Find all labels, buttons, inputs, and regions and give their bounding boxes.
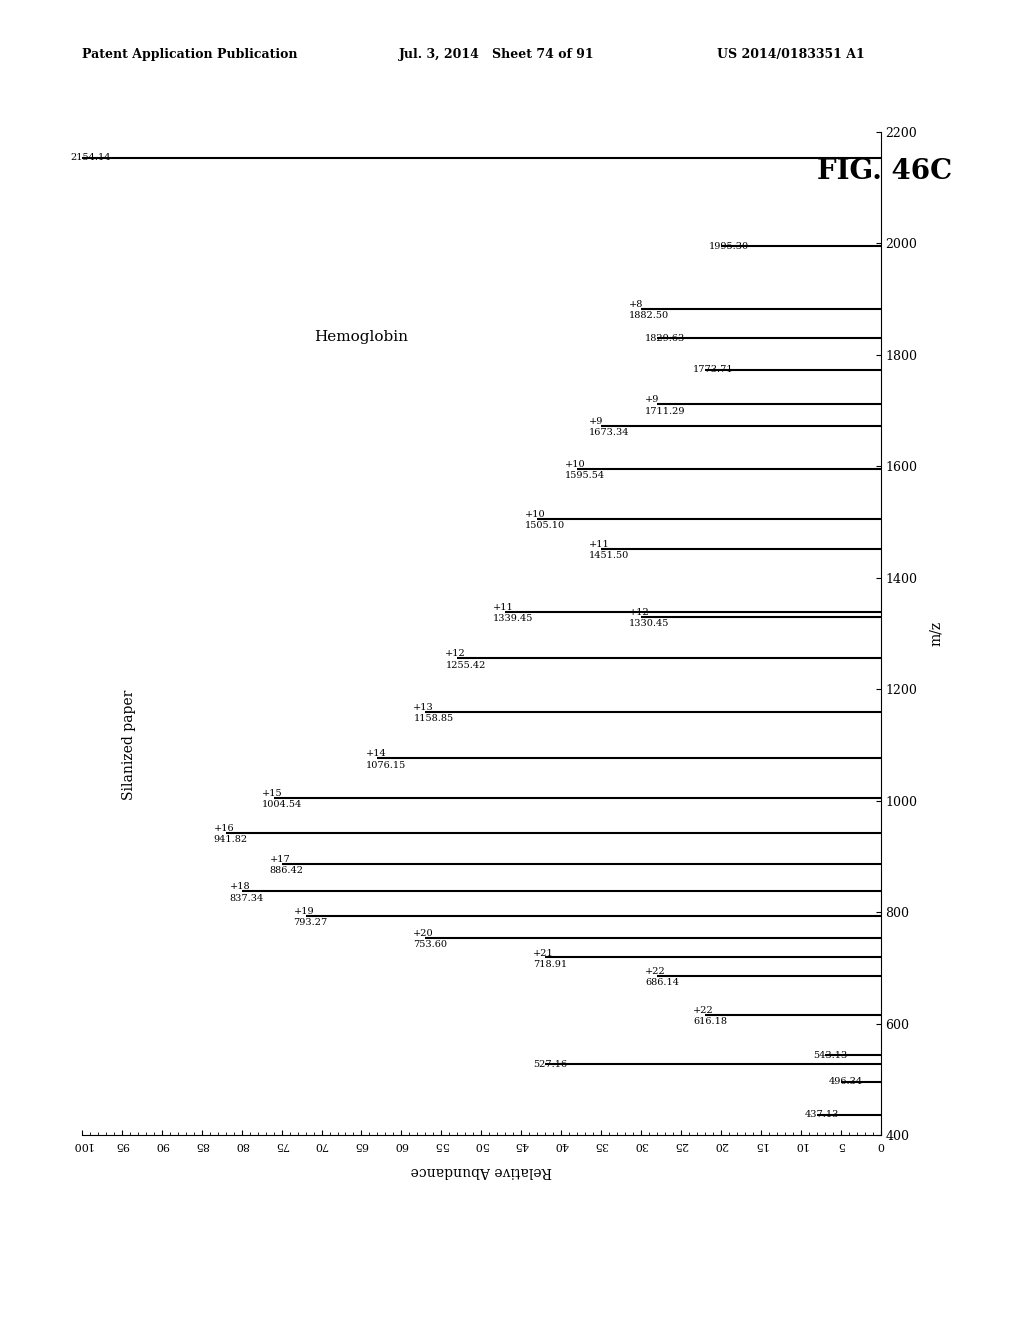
Text: 1076.15: 1076.15 [366, 760, 406, 770]
Text: 1829.63: 1829.63 [645, 334, 685, 343]
Text: 1995.30: 1995.30 [709, 242, 749, 251]
Text: +8: +8 [629, 300, 643, 309]
Text: 616.18: 616.18 [693, 1016, 727, 1026]
Text: +20: +20 [414, 929, 434, 939]
Text: 793.27: 793.27 [294, 919, 328, 927]
Text: 837.34: 837.34 [229, 894, 264, 903]
Text: 1339.45: 1339.45 [494, 614, 534, 623]
Text: US 2014/0183351 A1: US 2014/0183351 A1 [717, 48, 864, 61]
Text: 1595.54: 1595.54 [565, 471, 605, 480]
Text: Hemoglobin: Hemoglobin [314, 330, 409, 343]
Text: 1004.54: 1004.54 [261, 800, 302, 809]
Text: 1451.50: 1451.50 [589, 552, 630, 561]
Text: 753.60: 753.60 [414, 940, 447, 949]
Text: +18: +18 [229, 883, 250, 891]
Text: +10: +10 [525, 511, 546, 519]
Text: +19: +19 [294, 907, 314, 916]
Text: 1773.71: 1773.71 [693, 366, 733, 374]
Text: Patent Application Publication: Patent Application Publication [82, 48, 297, 61]
Text: +16: +16 [214, 824, 234, 833]
Text: Jul. 3, 2014   Sheet 74 of 91: Jul. 3, 2014 Sheet 74 of 91 [399, 48, 595, 61]
Text: 1882.50: 1882.50 [629, 312, 669, 321]
Text: +11: +11 [494, 603, 514, 611]
Text: 941.82: 941.82 [214, 836, 248, 845]
Text: 1673.34: 1673.34 [589, 428, 630, 437]
Text: +12: +12 [445, 649, 466, 659]
Text: 527.16: 527.16 [534, 1060, 567, 1069]
Y-axis label: m/z: m/z [929, 620, 943, 647]
Text: 686.14: 686.14 [645, 978, 679, 987]
Text: 2154.14: 2154.14 [70, 153, 111, 162]
Text: 1711.29: 1711.29 [645, 407, 685, 416]
Text: +11: +11 [589, 540, 610, 549]
Text: 886.42: 886.42 [269, 866, 304, 875]
Text: +12: +12 [629, 607, 650, 616]
Text: +9: +9 [645, 396, 659, 404]
Text: Silanized paper: Silanized paper [122, 690, 136, 800]
Text: 437.13: 437.13 [805, 1110, 839, 1119]
Text: 543.13: 543.13 [813, 1051, 847, 1060]
Text: +22: +22 [693, 1006, 714, 1015]
Text: +9: +9 [589, 417, 603, 425]
Text: 1330.45: 1330.45 [629, 619, 670, 628]
Text: +14: +14 [366, 750, 386, 759]
Text: +13: +13 [414, 704, 434, 713]
X-axis label: Relative Abundance: Relative Abundance [411, 1164, 552, 1177]
Text: +17: +17 [269, 855, 291, 865]
Text: 496.34: 496.34 [828, 1077, 863, 1086]
Text: 718.91: 718.91 [534, 960, 567, 969]
Text: +22: +22 [645, 966, 666, 975]
Text: FIG. 46C: FIG. 46C [817, 158, 952, 185]
Text: +10: +10 [565, 459, 586, 469]
Text: +21: +21 [534, 949, 554, 957]
Text: +15: +15 [261, 789, 283, 799]
Text: 1158.85: 1158.85 [414, 714, 454, 723]
Text: 1255.42: 1255.42 [445, 660, 485, 669]
Text: 1505.10: 1505.10 [525, 521, 565, 531]
